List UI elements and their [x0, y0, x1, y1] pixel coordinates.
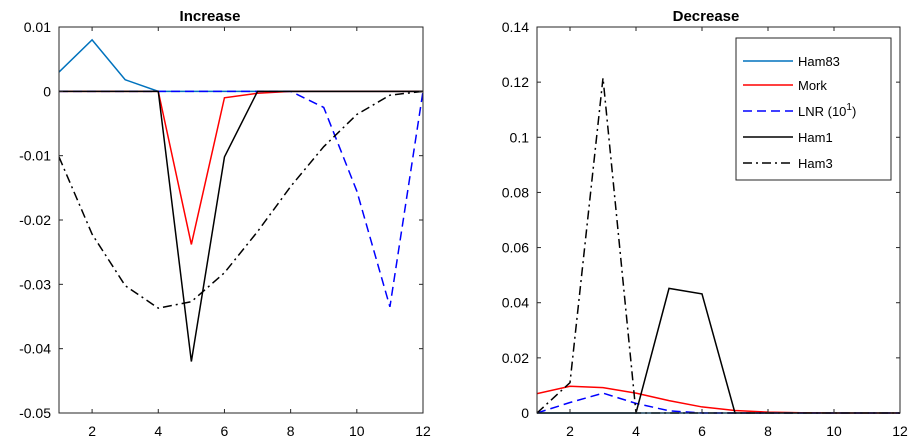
y-tick-label: -0.03	[19, 276, 51, 292]
y-tick-label: -0.02	[19, 212, 51, 228]
series-line-lnr-10-1	[537, 392, 900, 414]
legend: Ham83 Mork LNR (101) Ham1 Ham3	[735, 37, 892, 181]
series-line-mork	[537, 385, 900, 414]
x-tick-label: 6	[221, 423, 229, 439]
x-tick-label: 8	[764, 423, 772, 439]
x-tick-label: 12	[415, 423, 431, 439]
y-tick-label: 0.02	[502, 350, 529, 366]
x-tick-label: 6	[698, 423, 706, 439]
chart-title-decrease: Decrease	[673, 8, 740, 25]
x-tick-label: 10	[826, 423, 842, 439]
y-tick-label: 0.06	[502, 240, 529, 256]
x-tick-label: 4	[154, 423, 162, 439]
y-tick-label: -0.04	[19, 341, 51, 357]
legend-label: Ham1	[798, 130, 833, 145]
y-tick-label: 0.08	[502, 184, 529, 200]
series-line-ham83	[59, 38, 423, 93]
y-tick-label: -0.05	[19, 405, 51, 421]
y-tick-label: 0.04	[502, 295, 529, 311]
plot-frame	[58, 26, 424, 414]
series-line-mork	[59, 90, 423, 245]
chart-increase: Increase 2 4 6 8 10 12 0.01 0 -0.01 -0.02 -0.03 -0.…	[19, 8, 431, 439]
series-line-ham3	[59, 90, 423, 309]
y-tick-label: 0.01	[24, 19, 51, 35]
series-line-ham1	[59, 90, 423, 362]
y-tick-label: 0.14	[502, 19, 529, 35]
legend-label: Ham83	[798, 54, 840, 69]
y-tick-label: 0	[521, 405, 529, 421]
chart-title-increase: Increase	[180, 8, 241, 25]
x-tick-label: 4	[632, 423, 640, 439]
y-tick-label: 0	[43, 83, 51, 99]
y-tick-label: 0.12	[502, 74, 529, 90]
y-tick-label: -0.01	[19, 148, 51, 164]
chart-decrease: Decrease 2 4 6 8 10 12 0.14 0.12 0.1 0.08 0.06 0.04…	[502, 8, 908, 439]
plot-frame	[536, 26, 901, 414]
legend-label: Mork	[798, 78, 827, 93]
legend-label: LNR (101)	[798, 102, 856, 119]
x-tick-label: 12	[892, 423, 908, 439]
x-tick-label: 8	[287, 423, 295, 439]
x-tick-label: 2	[88, 423, 96, 439]
series-line-ham1	[537, 287, 900, 414]
x-tick-label: 10	[349, 423, 365, 439]
legend-label: Ham3	[798, 156, 833, 171]
x-tick-label: 2	[566, 423, 574, 439]
y-tick-label: 0.1	[510, 129, 530, 145]
